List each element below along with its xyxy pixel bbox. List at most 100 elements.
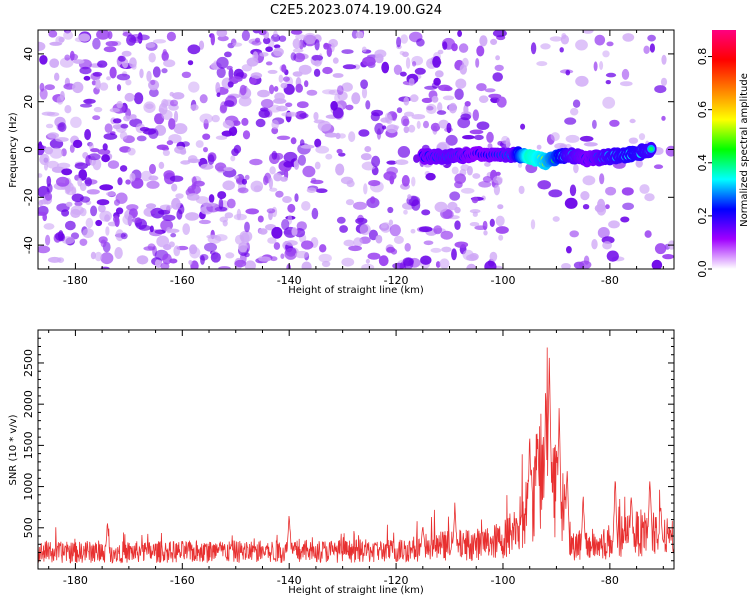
heatmap-cell: [158, 161, 165, 169]
heatmap-cell: [301, 201, 311, 211]
heatmap-cell: [290, 30, 303, 35]
heatmap-cell: [365, 100, 371, 110]
heatmap-cell: [462, 249, 474, 261]
heatmap-cell: [123, 115, 131, 122]
y-tick-label: 40: [22, 47, 35, 61]
heatmap-cell: [518, 185, 525, 195]
heatmap-cell: [39, 88, 48, 100]
heatmap-cell: [300, 144, 315, 149]
colorbar-tick-label: 0.4: [696, 154, 709, 172]
heatmap-cell: [570, 107, 579, 116]
heatmap-cell: [208, 194, 215, 203]
heatmap-cell: [224, 212, 234, 219]
heatmap-cell: [217, 191, 227, 200]
heatmap-cell: [275, 190, 284, 198]
heatmap-cell: [403, 96, 410, 106]
heatmap-cell: [321, 260, 331, 268]
heatmap-cell: [549, 36, 563, 42]
heatmap-cell: [57, 122, 67, 133]
heatmap-cell: [403, 126, 410, 134]
heatmap-cell: [187, 60, 194, 66]
heatmap-cell: [116, 84, 122, 92]
heatmap-cell: [564, 197, 578, 209]
heatmap-cell: [313, 60, 322, 67]
heatmap-cell: [405, 57, 411, 69]
heatmap-cell: [325, 153, 333, 160]
heatmap-cell: [63, 30, 74, 40]
heatmap-cell: [348, 131, 356, 143]
heatmap-cell: [150, 79, 156, 86]
heatmap-cell: [70, 53, 79, 61]
colorbar-tick-label: 0.0: [696, 260, 709, 278]
heatmap-y-label: Frequency (Hz): [8, 112, 19, 188]
heatmap-cell: [537, 180, 551, 190]
heatmap-cell: [43, 223, 55, 230]
heatmap-cell: [489, 251, 498, 262]
heatmap-cell: [313, 68, 321, 77]
heatmap-cell: [115, 207, 124, 215]
heatmap-cell: [200, 163, 214, 170]
heatmap-cell: [418, 226, 433, 233]
y-tick-label: -20: [22, 188, 35, 206]
heatmap-cell: [536, 144, 542, 150]
heatmap-cell: [337, 85, 344, 95]
heatmap-cell: [104, 214, 110, 222]
heatmap-cell: [227, 81, 234, 88]
heatmap-cell: [48, 30, 58, 38]
heatmap-cell: [407, 194, 412, 200]
heatmap-cell: [187, 44, 201, 55]
heatmap-cell: [355, 31, 364, 39]
heatmap-cell: [472, 173, 481, 179]
heatmap-cell: [479, 35, 488, 47]
heatmap-cell: [244, 260, 256, 269]
heatmap-cell: [368, 229, 378, 241]
heatmap-cell: [495, 215, 505, 227]
heatmap-cell: [313, 111, 319, 121]
heatmap-cell: [125, 79, 132, 86]
heatmap-cell: [72, 59, 85, 64]
heatmap-cell: [168, 118, 176, 130]
heatmap-cell: [244, 174, 250, 180]
heatmap-cell: [199, 94, 208, 104]
heatmap-cell: [495, 55, 500, 61]
heatmap-cell: [474, 134, 484, 141]
heatmap-cell: [117, 177, 123, 186]
heatmap-cell: [214, 162, 227, 172]
y-tick-label: 0: [22, 146, 35, 153]
heatmap-cell: [393, 235, 404, 244]
heatmap-cell: [345, 199, 355, 206]
heatmap-cell: [662, 254, 674, 260]
heatmap-cell: [38, 173, 43, 178]
heatmap-cell: [311, 207, 319, 220]
heatmap-cell: [649, 43, 656, 53]
heatmap-cell: [170, 233, 177, 238]
heatmap-cell: [119, 165, 128, 172]
heatmap-cell: [469, 129, 484, 135]
heatmap-cell: [250, 72, 263, 79]
heatmap-cell: [454, 241, 469, 248]
heatmap-cell: [362, 56, 376, 67]
heatmap-cell: [230, 155, 236, 162]
heatmap-cell: [228, 76, 243, 83]
heatmap-cell: [44, 84, 55, 91]
heatmap-cell: [304, 80, 309, 88]
heatmap-cell: [99, 82, 109, 91]
heatmap-cell: [90, 148, 100, 153]
heatmap-cell: [644, 230, 652, 238]
heatmap-cell: [252, 51, 259, 62]
x-tick-label: -160: [170, 574, 195, 587]
heatmap-cell: [552, 216, 560, 222]
heatmap-cell: [296, 101, 309, 109]
heatmap-cell: [338, 133, 346, 139]
heatmap-cell: [120, 232, 128, 240]
heatmap-cell: [665, 145, 674, 157]
heatmap-cell: [654, 85, 667, 94]
heatmap-cell: [104, 123, 113, 133]
heatmap-cell: [437, 102, 443, 113]
heatmap-cell: [54, 72, 60, 82]
heatmap-cell: [200, 255, 205, 265]
heatmap-cell: [520, 123, 526, 130]
heatmap-cell: [215, 82, 221, 94]
heatmap-cell: [397, 146, 411, 158]
heatmap-cell: [93, 106, 103, 113]
